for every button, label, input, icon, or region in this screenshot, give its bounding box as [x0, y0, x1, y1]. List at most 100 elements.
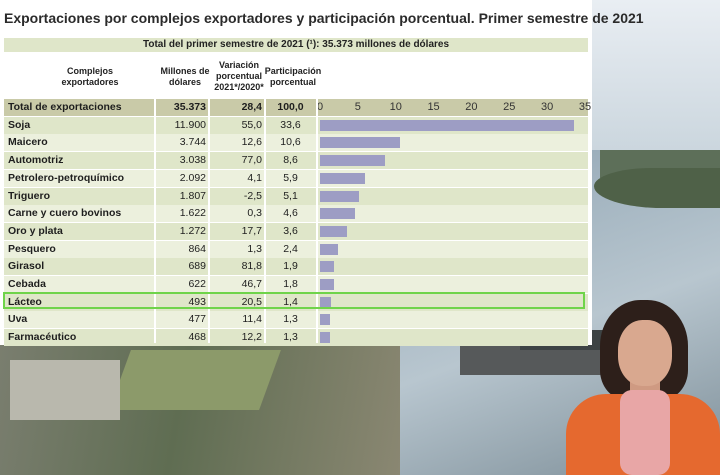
axis-tick-label: 20 [465, 101, 478, 113]
presenter-scarf [620, 390, 670, 475]
axis-tick-label: 10 [389, 101, 402, 113]
row-millones-cell: 864 [188, 242, 206, 255]
table-row [4, 134, 588, 152]
row-millones-cell: 1.807 [179, 189, 206, 202]
header-complejos: Complejos exportadores [61, 66, 119, 87]
row-participacion-cell: 8,6 [283, 154, 298, 167]
table-row [4, 293, 588, 311]
row-participacion-cell: 1,3 [283, 313, 298, 326]
row-participacion-cell: 1,3 [283, 331, 298, 344]
header-participacion: Participación porcentual [264, 66, 322, 87]
axis-tick-label: 25 [503, 101, 516, 113]
row-participacion-cell: 1,9 [283, 260, 298, 273]
row-millones-cell: 3.744 [179, 136, 206, 149]
axis-tick-label: 15 [427, 101, 440, 113]
row-variacion-cell: 20,5 [241, 295, 262, 308]
presenter-face [618, 320, 672, 386]
row-name-cell: Carne y cuero bovinos [8, 207, 122, 220]
bar-petrolero-petroquímico [320, 172, 365, 184]
row-name-cell: Girasol [8, 260, 45, 273]
row-variacion-cell: 77,0 [241, 154, 262, 167]
row-participacion-cell: 5,9 [283, 171, 298, 184]
bar-oro-y-plata [320, 225, 348, 237]
table-row [4, 311, 588, 329]
bar-triguero [320, 190, 359, 202]
axis-tick-label: 35 [578, 101, 592, 113]
row-variacion-cell: 46,7 [241, 278, 262, 290]
column-divider [208, 98, 210, 343]
row-participacion-cell: 1,8 [283, 278, 298, 290]
header-millones: Millones de dólares [160, 66, 210, 87]
bar-soja [320, 119, 575, 131]
row-variacion-cell: 1,3 [247, 242, 262, 255]
table-row [4, 187, 588, 205]
table-row [4, 276, 588, 293]
bar-girasol [320, 261, 335, 273]
row-name-cell: Soja [8, 118, 31, 131]
row-millones-cell: 3.038 [179, 154, 206, 167]
row-name-cell: Cebada [8, 278, 46, 290]
row-name-cell: Automotriz [8, 154, 64, 167]
table-row [4, 258, 588, 276]
column-divider [154, 98, 156, 343]
bar-cebada [320, 279, 334, 290]
row-variacion-cell: -2,5 [243, 189, 262, 202]
row-participacion-cell: 4,6 [283, 207, 298, 220]
row-name-cell: Lácteo [8, 295, 42, 308]
bar-farmacéutico [320, 332, 330, 344]
row-variacion-cell: 12,2 [241, 331, 262, 344]
row-participacion-cell: 100,0 [277, 101, 304, 113]
row-millones-cell: 1.272 [179, 224, 206, 237]
row-variacion-cell: 55,0 [241, 118, 262, 131]
table-row [4, 152, 588, 170]
row-millones-cell: 468 [188, 331, 206, 344]
row-name-cell: Maicero [8, 136, 48, 149]
row-name-cell: Petrolero-petroquímico [8, 171, 125, 184]
bar-carne-y-cuero-bovinos [320, 208, 355, 220]
bar-uva [320, 314, 330, 326]
photo-field [109, 350, 281, 410]
total-summary-bar: Total del primer semestre de 2021 (¹): 3… [4, 38, 588, 52]
row-millones-cell: 622 [188, 278, 206, 290]
row-name-cell: Uva [8, 313, 28, 326]
row-variacion-cell: 28,4 [241, 101, 262, 113]
photo-island [594, 168, 720, 208]
row-millones-cell: 35.373 [173, 101, 206, 113]
row-name-cell: Farmacéutico [8, 331, 77, 344]
axis-tick-label: 0 [316, 101, 324, 113]
table-row [4, 222, 588, 240]
photo-building-roof [10, 360, 120, 420]
row-millones-cell: 689 [188, 260, 206, 273]
row-participacion-cell: 10,6 [280, 136, 301, 149]
photo-dock [460, 345, 620, 375]
row-name-cell: Triguero [8, 189, 51, 202]
row-name-cell: Pesquero [8, 242, 56, 255]
row-participacion-cell: 5,1 [283, 189, 298, 202]
bar-pesquero [320, 243, 339, 255]
bar-lácteo [320, 296, 331, 308]
table-row [4, 240, 588, 258]
row-variacion-cell: 17,7 [241, 224, 262, 237]
row-millones-cell: 477 [188, 313, 206, 326]
table-row [4, 329, 588, 347]
header-variacion: Variación porcentual 2021*/2020* [214, 60, 264, 92]
highlight-box-lacteo [3, 292, 585, 309]
row-millones-cell: 1.622 [179, 207, 206, 220]
column-divider [264, 98, 266, 343]
row-name-cell: Total de exportaciones [8, 101, 122, 113]
row-participacion-cell: 2,4 [283, 242, 298, 255]
row-variacion-cell: 4,1 [247, 171, 262, 184]
bar-maicero [320, 137, 401, 149]
bar-automotriz [320, 155, 386, 167]
page-title: Exportaciones por complejos exportadores… [4, 10, 644, 26]
row-millones-cell: 493 [188, 295, 206, 308]
total-row [4, 99, 588, 116]
table-row [4, 205, 588, 223]
presenter-webcam [558, 298, 720, 475]
row-variacion-cell: 0,3 [247, 207, 262, 220]
row-participacion-cell: 1,4 [283, 295, 298, 308]
row-variacion-cell: 11,4 [242, 313, 262, 326]
row-millones-cell: 2.092 [179, 171, 206, 184]
axis-tick-label: 5 [354, 101, 361, 113]
row-participacion-cell: 33,6 [280, 118, 301, 131]
